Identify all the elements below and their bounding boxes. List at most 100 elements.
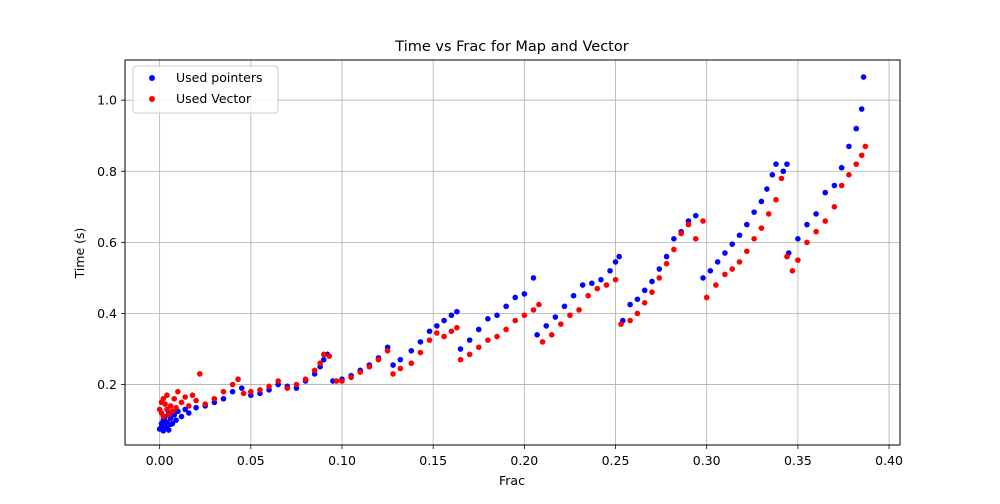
data-point [612,276,619,283]
data-point [634,310,641,317]
data-point [773,161,779,167]
data-point [576,307,582,313]
y-tick-label: 0.4 [97,306,117,321]
data-point [339,378,345,384]
data-point [736,259,743,265]
data-point [503,303,509,310]
data-point [579,282,586,288]
x-axis-label: Frac [499,473,525,488]
x-tick-label: 0.30 [693,453,721,468]
data-point [765,211,772,217]
data-point [333,378,340,384]
data-point [744,248,750,255]
data-point [302,376,309,383]
data-point [598,276,604,283]
data-point [858,106,865,112]
data-point [193,397,199,404]
data-point [390,362,396,368]
data-point [789,268,796,274]
legend-label-vector: Used Vector [176,91,252,106]
data-point [663,253,670,260]
data-point [722,271,728,278]
data-point [317,360,323,367]
data-point [567,312,573,319]
data-point [448,312,455,319]
data-point [671,246,677,253]
data-point [169,408,176,415]
data-point [494,312,500,319]
legend-marker-pointers [149,75,155,81]
data-point [178,413,185,420]
data-point [441,317,447,324]
plot-frame [124,59,901,446]
data-point [512,294,519,301]
data-point [813,211,819,217]
x-tick-label: 0.20 [510,453,538,468]
legend: Used pointers Used Vector [132,65,279,114]
data-point [729,266,736,272]
data-point [457,356,464,363]
data-point [736,232,743,239]
data-point [778,175,785,182]
data-point [543,323,550,329]
data-point [173,417,179,423]
series-used-vector [156,143,869,420]
data-point [220,388,227,395]
data-point [186,410,192,416]
data-point [649,289,655,295]
data-point [240,390,247,397]
data-point [713,282,719,288]
data-point [751,209,757,215]
data-point [607,268,613,274]
x-tick-label: 0.15 [419,453,447,468]
data-point [186,403,192,409]
data-point [320,356,327,363]
data-point [558,321,564,327]
data-point [685,221,692,228]
data-point [164,392,170,399]
data-point [758,225,765,231]
data-point [585,292,591,299]
data-point [512,317,519,324]
data-point [211,395,218,402]
data-point [475,326,482,333]
data-point [822,189,829,196]
data-point [189,392,196,399]
data-point [426,328,433,335]
data-point [846,172,852,178]
data-point [751,236,757,242]
data-point [534,331,540,338]
data-point [530,307,537,313]
data-point [485,315,491,322]
data-point [266,383,272,390]
data-point [838,182,845,189]
data-point [671,236,677,242]
data-point [769,172,776,178]
data-point [773,196,779,203]
data-point [494,333,500,340]
data-point [448,328,455,335]
data-point [454,324,460,331]
data-point [795,257,801,263]
data-point [521,312,528,319]
data-point [357,369,364,375]
data-point [284,385,291,391]
data-point [417,339,424,345]
data-point [530,275,537,281]
data-point [454,308,460,315]
data-point [656,275,663,281]
data-point [831,182,838,189]
y-axis-label: Time (s) [72,228,87,280]
data-point [160,413,167,420]
data-point [603,282,610,288]
data-point [229,388,236,395]
data-point [457,346,464,352]
x-tick-label: 0.05 [237,453,265,468]
data-point [758,198,765,205]
data-point [441,333,447,340]
data-point [795,236,801,242]
x-tick-label: 0.25 [602,453,630,468]
data-point [570,292,577,299]
legend-marker-vector [149,96,155,102]
